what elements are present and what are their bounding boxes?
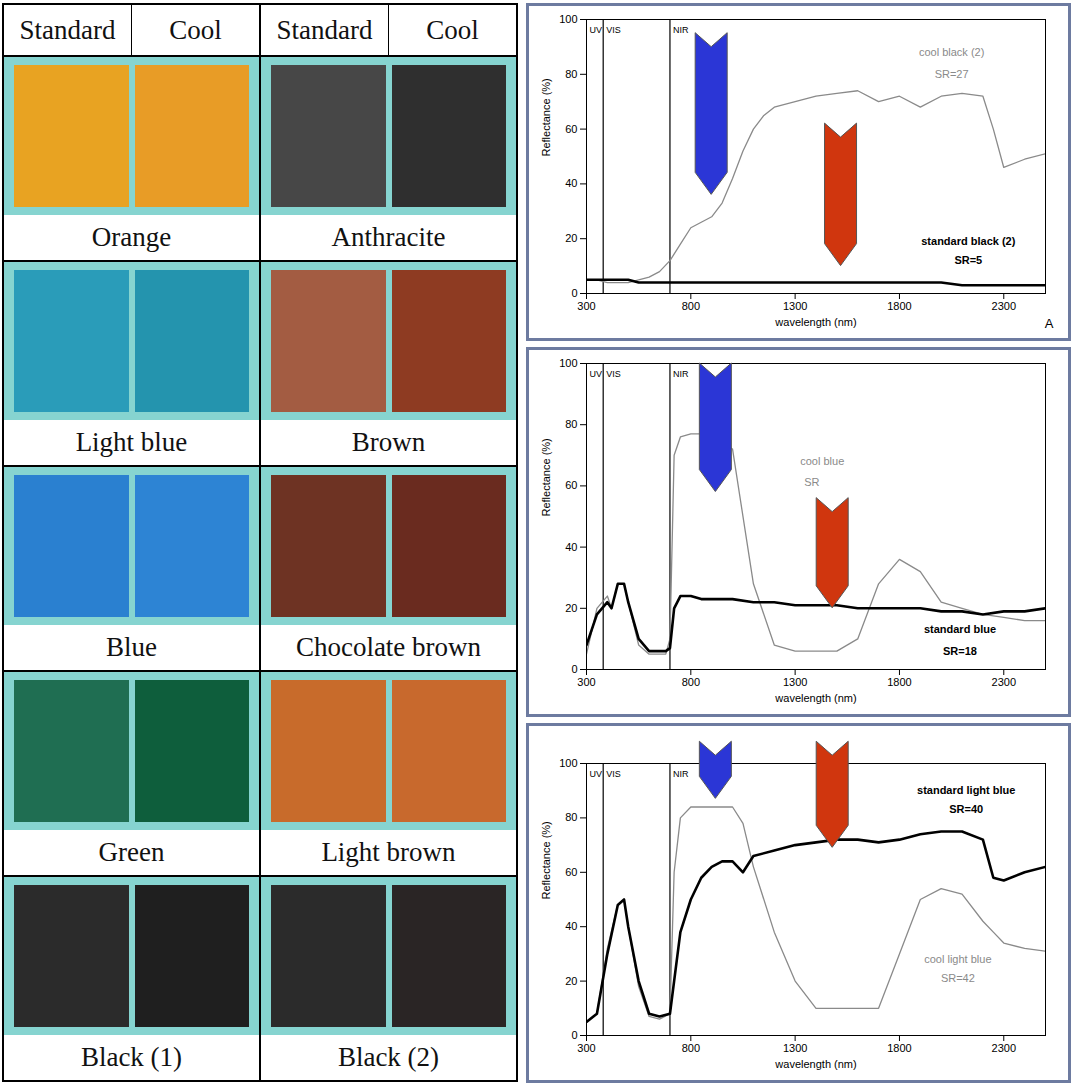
svg-text:40: 40: [565, 541, 577, 553]
svg-text:80: 80: [565, 418, 577, 430]
svg-text:800: 800: [682, 676, 700, 688]
html-text:Chocolate brown: Chocolate brown: [295, 632, 482, 662]
svg-text:1800: 1800: [887, 300, 911, 312]
svg-text:VIS: VIS: [606, 369, 621, 379]
svg-text:standard black (2): standard black (2): [921, 235, 1015, 247]
html-text:Cool: Cool: [426, 14, 479, 45]
svg-text:40: 40: [565, 177, 577, 189]
html-text:Orange: Orange: [91, 222, 172, 252]
svg-text:wavelength (nm): wavelength (nm): [774, 692, 856, 704]
html-text:Standard: Standard: [19, 14, 116, 45]
svg-text:20: 20: [565, 232, 577, 244]
svg-text:VIS: VIS: [606, 25, 621, 35]
html-text:Black (1): Black (1): [80, 1042, 183, 1072]
svg-text:NIR: NIR: [673, 25, 689, 35]
html-text:Light brown: Light brown: [321, 837, 456, 867]
svg-text:NIR: NIR: [673, 369, 689, 379]
svg-text:Reflectance (%): Reflectance (%): [540, 438, 552, 516]
svg-text:SR=18: SR=18: [943, 645, 977, 657]
svg-text:cool light blue: cool light blue: [924, 953, 991, 965]
html-text:Brown: Brown: [351, 427, 426, 457]
svg-text:SR: SR: [804, 476, 819, 488]
svg-text:cool blue: cool blue: [800, 455, 844, 467]
svg-text:0: 0: [571, 663, 577, 675]
svg-text:A: A: [1045, 316, 1054, 331]
svg-text:SR=27: SR=27: [935, 68, 969, 80]
svg-text:UV: UV: [590, 25, 603, 35]
html-text:Cool: Cool: [169, 14, 222, 45]
svg-text:60: 60: [565, 123, 577, 135]
svg-text:20: 20: [565, 602, 577, 614]
html-text:Standard: Standard: [276, 14, 373, 45]
html-text:Green: Green: [98, 837, 165, 867]
svg-text:300: 300: [577, 1042, 595, 1054]
svg-text:300: 300: [577, 676, 595, 688]
html-text:Black (2): Black (2): [337, 1042, 440, 1072]
svg-text:100: 100: [559, 757, 577, 769]
html-text:Anthracite: Anthracite: [331, 222, 446, 252]
svg-text:SR=40: SR=40: [949, 803, 983, 815]
svg-text:60: 60: [565, 866, 577, 878]
svg-text:Reflectance (%): Reflectance (%): [540, 78, 552, 156]
svg-text:Reflectance (%): Reflectance (%): [540, 821, 552, 899]
svg-text:1300: 1300: [783, 676, 807, 688]
svg-text:VIS: VIS: [606, 769, 621, 779]
svg-text:20: 20: [565, 975, 577, 987]
svg-text:wavelength (nm): wavelength (nm): [774, 1058, 856, 1070]
svg-text:40: 40: [565, 920, 577, 932]
svg-text:1800: 1800: [887, 676, 911, 688]
svg-text:UV: UV: [590, 369, 603, 379]
svg-text:cool black (2): cool black (2): [919, 46, 984, 58]
svg-text:800: 800: [682, 1042, 700, 1054]
svg-text:wavelength (nm): wavelength (nm): [774, 316, 856, 328]
svg-text:UV: UV: [590, 769, 603, 779]
svg-text:0: 0: [571, 1029, 577, 1041]
svg-text:1300: 1300: [783, 1042, 807, 1054]
svg-text:80: 80: [565, 68, 577, 80]
svg-text:SR=5: SR=5: [954, 254, 982, 266]
svg-text:1300: 1300: [783, 300, 807, 312]
svg-text:80: 80: [565, 811, 577, 823]
svg-text:2300: 2300: [992, 676, 1016, 688]
svg-text:standard blue: standard blue: [924, 623, 996, 635]
svg-text:standard light blue: standard light blue: [917, 784, 1015, 796]
svg-text:2300: 2300: [992, 1042, 1016, 1054]
svg-text:NIR: NIR: [673, 769, 689, 779]
svg-text:2300: 2300: [992, 300, 1016, 312]
svg-text:1800: 1800: [887, 1042, 911, 1054]
html-text:Blue: Blue: [106, 632, 157, 662]
svg-text:SR=42: SR=42: [941, 972, 975, 984]
svg-text:100: 100: [559, 13, 577, 25]
svg-text:60: 60: [565, 479, 577, 491]
svg-text:0: 0: [571, 287, 577, 299]
html-text:Light blue: Light blue: [75, 427, 188, 457]
svg-text:300: 300: [577, 300, 595, 312]
svg-text:800: 800: [682, 300, 700, 312]
svg-text:100: 100: [559, 357, 577, 369]
